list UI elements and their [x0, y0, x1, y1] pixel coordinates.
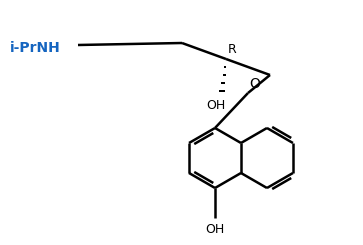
Text: i-PrNH: i-PrNH: [10, 41, 61, 55]
Text: R: R: [228, 43, 237, 56]
Text: O: O: [249, 77, 260, 91]
Text: OH: OH: [207, 99, 226, 112]
Text: OH: OH: [205, 223, 225, 236]
